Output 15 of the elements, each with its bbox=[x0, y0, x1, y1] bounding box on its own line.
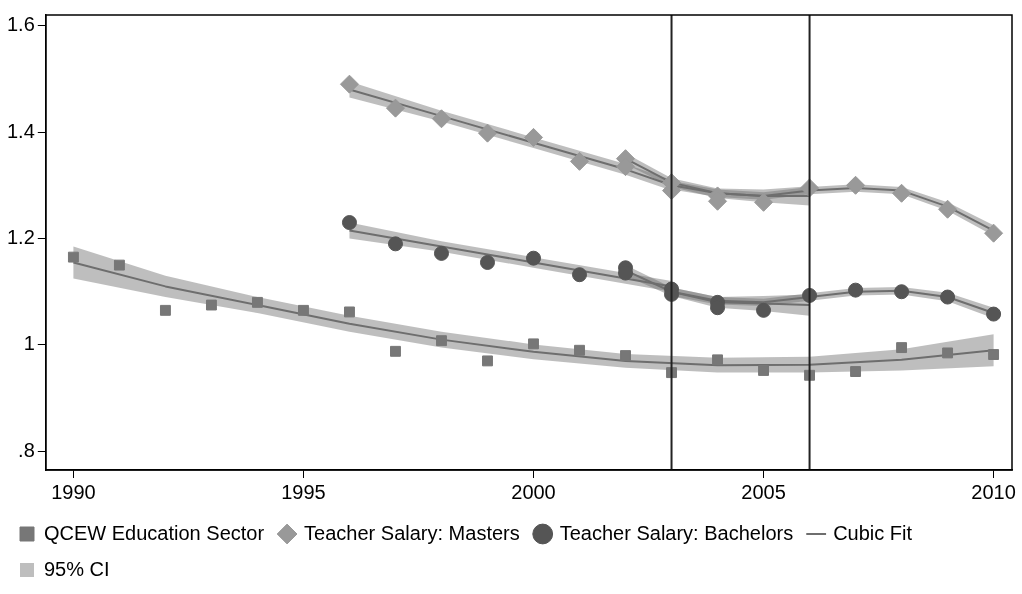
legend-label: Teacher Salary: Masters bbox=[304, 521, 520, 544]
legend-label: Teacher Salary: Bachelors bbox=[559, 521, 794, 544]
x-tick-label: 1995 bbox=[281, 480, 326, 503]
y-tick-label: 1.6 bbox=[6, 13, 35, 36]
y-tick-label: 1 bbox=[23, 332, 35, 355]
x-tick-label: 1990 bbox=[51, 480, 96, 503]
x-tick-label: 2005 bbox=[741, 480, 786, 503]
x-tick-label: 2010 bbox=[971, 480, 1016, 503]
x-tick-label: 2000 bbox=[511, 480, 556, 503]
text: 95% CI bbox=[44, 557, 110, 580]
y-tick-label: 1.2 bbox=[6, 226, 35, 249]
y-tick-label: 1.4 bbox=[6, 119, 35, 142]
legend-label: QCEW Education Sector bbox=[44, 521, 265, 544]
legend-label: Cubic Fit bbox=[833, 521, 913, 544]
y-tick-label: .8 bbox=[18, 438, 35, 461]
